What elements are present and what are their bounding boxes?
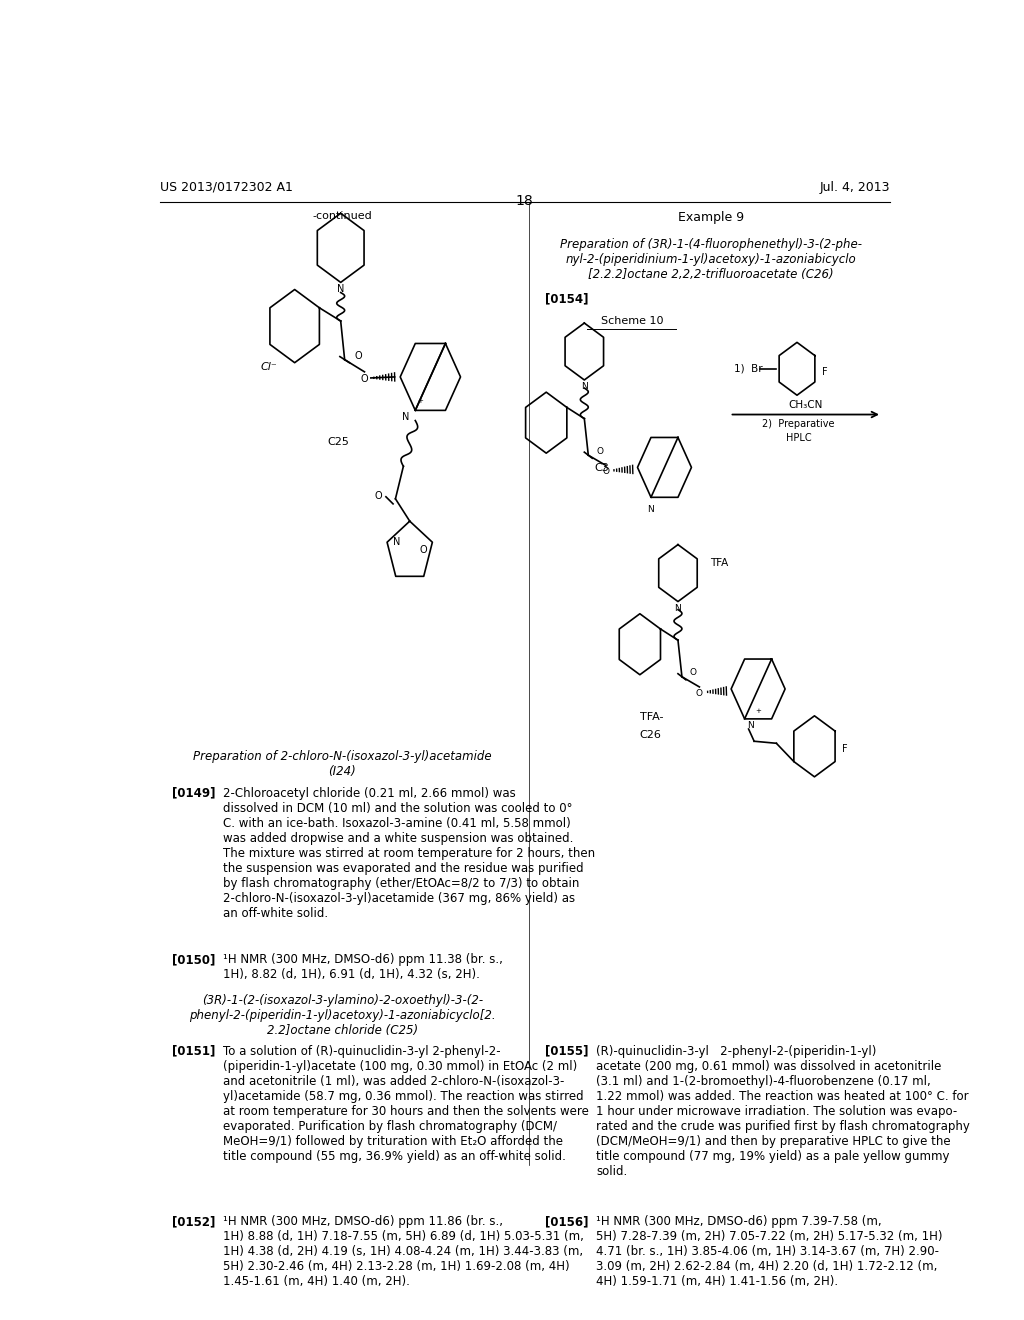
Text: (R)-quinuclidin-3-yl   2-phenyl-2-(piperidin-1-yl)
acetate (200 mg, 0.61 mmol) w: (R)-quinuclidin-3-yl 2-phenyl-2-(piperid… <box>596 1044 970 1177</box>
Text: Jul. 4, 2013: Jul. 4, 2013 <box>819 181 890 194</box>
Text: Scheme 10: Scheme 10 <box>601 315 664 326</box>
Text: US 2013/0172302 A1: US 2013/0172302 A1 <box>160 181 293 194</box>
Text: To a solution of (R)-quinuclidin-3-yl 2-phenyl-2-
(piperidin-1-yl)acetate (100 m: To a solution of (R)-quinuclidin-3-yl 2-… <box>223 1044 589 1163</box>
Text: +: + <box>417 399 423 404</box>
Text: [0155]: [0155] <box>545 1044 588 1057</box>
Text: [0156]: [0156] <box>545 1216 588 1229</box>
Text: F: F <box>843 744 848 755</box>
Text: HPLC: HPLC <box>785 433 811 442</box>
Text: F: F <box>821 367 827 376</box>
Text: 1)  Br: 1) Br <box>733 364 762 374</box>
Text: O: O <box>360 374 369 384</box>
Text: -continued: -continued <box>312 211 372 222</box>
Text: N: N <box>675 603 681 612</box>
Text: N: N <box>337 284 344 294</box>
Text: [0152]: [0152] <box>172 1216 215 1229</box>
Text: [0151]: [0151] <box>172 1044 215 1057</box>
Text: O: O <box>696 689 702 698</box>
Text: C25: C25 <box>328 437 349 447</box>
Text: Preparation of 2-chloro-N-(isoxazol-3-yl)acetamide
(I24): Preparation of 2-chloro-N-(isoxazol-3-yl… <box>193 750 492 777</box>
Text: 2-Chloroacetyl chloride (0.21 ml, 2.66 mmol) was
dissolved in DCM (10 ml) and th: 2-Chloroacetyl chloride (0.21 ml, 2.66 m… <box>223 787 595 920</box>
Text: CH₃CN: CH₃CN <box>788 400 823 411</box>
Text: (3R)-1-(2-(isoxazol-3-ylamino)-2-oxoethyl)-3-(2-
phenyl-2-(piperidin-1-yl)acetox: (3R)-1-(2-(isoxazol-3-ylamino)-2-oxoethy… <box>189 994 496 1038</box>
Text: N: N <box>647 506 654 515</box>
Text: O: O <box>374 491 382 500</box>
Text: O: O <box>602 467 609 477</box>
Text: O: O <box>596 446 603 455</box>
Text: 18: 18 <box>516 194 534 209</box>
Text: [0154]: [0154] <box>545 293 588 305</box>
Text: Preparation of (3R)-1-(4-fluorophenethyl)-3-(2-phe-
nyl-2-(piperidinium-1-yl)ace: Preparation of (3R)-1-(4-fluorophenethyl… <box>560 238 862 281</box>
Text: C26: C26 <box>640 730 662 739</box>
Text: N: N <box>581 381 588 391</box>
Text: N: N <box>748 721 754 730</box>
Text: +: + <box>756 708 762 714</box>
Text: O: O <box>690 668 697 677</box>
Text: TFA-: TFA- <box>640 713 664 722</box>
Text: N: N <box>402 412 410 422</box>
Text: [0149]: [0149] <box>172 787 215 800</box>
Text: ¹H NMR (300 MHz, DMSO-d6) ppm 11.38 (br. s.,
1H), 8.82 (d, 1H), 6.91 (d, 1H), 4.: ¹H NMR (300 MHz, DMSO-d6) ppm 11.38 (br.… <box>223 953 503 981</box>
Text: C3: C3 <box>594 463 609 474</box>
Text: 2)  Preparative: 2) Preparative <box>762 418 835 429</box>
Text: TFA: TFA <box>710 558 728 568</box>
Text: [0150]: [0150] <box>172 953 215 966</box>
Text: Cl⁻: Cl⁻ <box>261 362 278 372</box>
Text: ¹H NMR (300 MHz, DMSO-d6) ppm 11.86 (br. s.,
1H) 8.88 (d, 1H) 7.18-7.55 (m, 5H) : ¹H NMR (300 MHz, DMSO-d6) ppm 11.86 (br.… <box>223 1216 584 1288</box>
Text: O: O <box>354 351 361 360</box>
Text: N: N <box>393 537 400 548</box>
Text: ¹H NMR (300 MHz, DMSO-d6) ppm 7.39-7.58 (m,
5H) 7.28-7.39 (m, 2H) 7.05-7.22 (m, : ¹H NMR (300 MHz, DMSO-d6) ppm 7.39-7.58 … <box>596 1216 943 1288</box>
Text: O: O <box>420 545 428 556</box>
Text: Example 9: Example 9 <box>678 211 744 224</box>
